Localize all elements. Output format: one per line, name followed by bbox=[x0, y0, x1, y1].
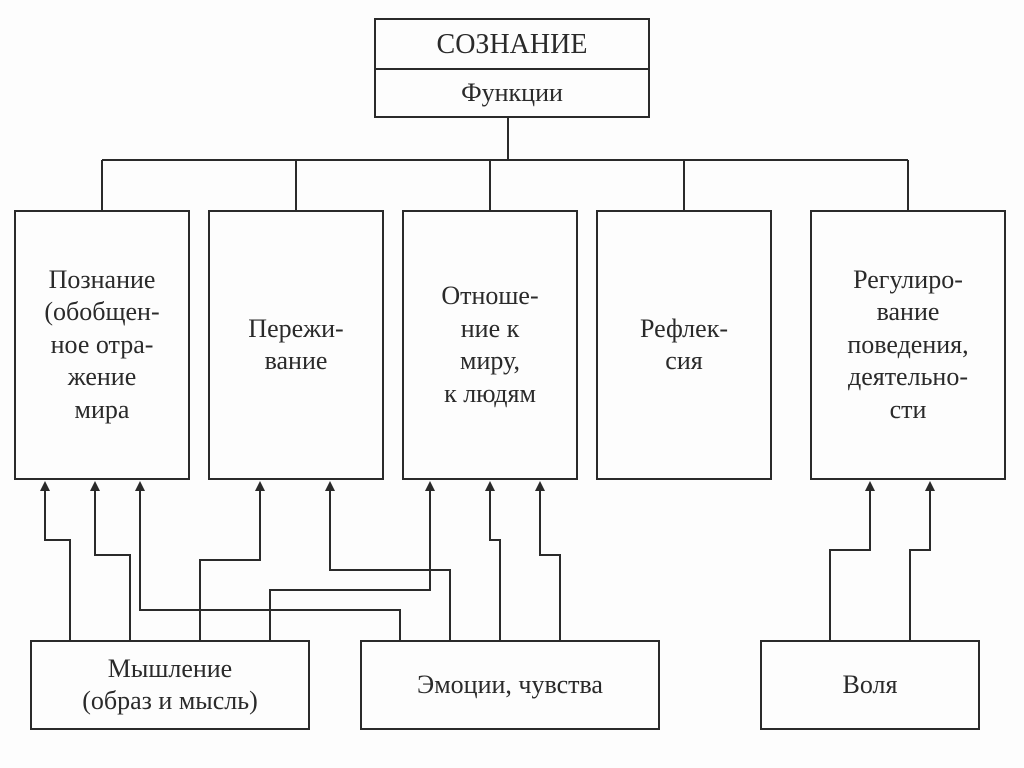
node-reflex-label: Рефлек- сия bbox=[634, 309, 734, 382]
node-otnosh-label: Отноше- ние к миру, к людям bbox=[435, 276, 544, 414]
node-mysh: Мышление (образ и мысль) bbox=[30, 640, 310, 730]
node-regul-label: Регулиро- вание поведения, деятельно- ст… bbox=[841, 260, 974, 431]
node-regul: Регулиро- вание поведения, деятельно- ст… bbox=[810, 210, 1006, 480]
node-volya-label: Воля bbox=[837, 665, 904, 706]
header-subtitle-box: Функции bbox=[374, 70, 650, 118]
header-title: СОЗНАНИЕ bbox=[431, 23, 594, 66]
node-mysh-label: Мышление (образ и мысль) bbox=[76, 649, 264, 722]
node-perezh: Пережи- вание bbox=[208, 210, 384, 480]
node-emo-label: Эмоции, чувства bbox=[411, 665, 609, 706]
node-otnosh: Отноше- ние к миру, к людям bbox=[402, 210, 578, 480]
diagram-stage: СОЗНАНИЕ Функции Познание (обобщен- ное … bbox=[0, 0, 1024, 768]
node-poznanie-label: Познание (обобщен- ное отра- жение мира bbox=[38, 260, 165, 431]
node-reflex: Рефлек- сия bbox=[596, 210, 772, 480]
header-title-box: СОЗНАНИЕ bbox=[374, 18, 650, 70]
node-perezh-label: Пережи- вание bbox=[242, 309, 349, 382]
node-emo: Эмоции, чувства bbox=[360, 640, 660, 730]
node-poznanie: Познание (обобщен- ное отра- жение мира bbox=[14, 210, 190, 480]
header-subtitle: Функции bbox=[455, 73, 569, 114]
node-volya: Воля bbox=[760, 640, 980, 730]
